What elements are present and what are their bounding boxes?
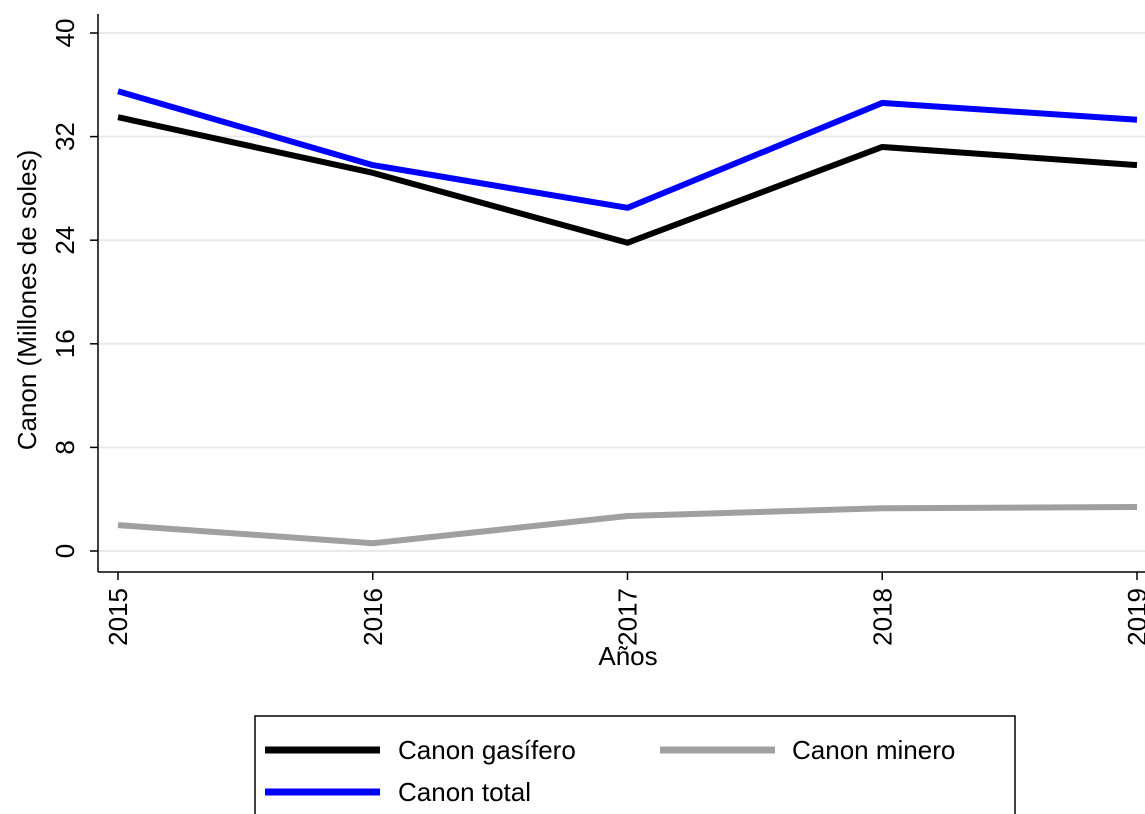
legend-label-canon-total: Canon total [398, 777, 531, 807]
y-tick-label-24: 24 [50, 226, 80, 255]
y-axis-title: Canon (Millones de soles) [12, 150, 42, 451]
y-tick-label-40: 40 [50, 19, 80, 48]
x-tick-label-2015: 2015 [103, 588, 133, 646]
legend-label-canon-minero: Canon minero [792, 735, 955, 765]
legend-box [254, 715, 1016, 814]
y-tick-label-32: 32 [50, 122, 80, 151]
x-tick-label-2017: 2017 [613, 588, 643, 646]
series-lines [117, 88, 1138, 547]
series-line-canon-gas-fero [117, 114, 1138, 246]
y-tick-label-0: 0 [50, 544, 80, 558]
x-axis-ticks: 2015 2016 2017 2018 2019 [103, 572, 1145, 646]
y-tick-label-16: 16 [50, 329, 80, 358]
series-line-canon-minero [117, 503, 1138, 547]
series-line-canon-total [117, 88, 1138, 211]
x-tick-label-2019: 2019 [1122, 588, 1145, 646]
y-axis-ticks: 0 8 16 24 32 40 [50, 19, 98, 558]
legend: Canon gasífero Canon minero Canon total [254, 715, 1016, 814]
x-tick-label-2018: 2018 [867, 588, 897, 646]
y-tick-label-8: 8 [50, 440, 80, 454]
legend-label-canon-gasifero: Canon gasífero [398, 735, 576, 765]
x-axis-title: Años [598, 641, 657, 671]
x-tick-label-2016: 2016 [358, 588, 388, 646]
